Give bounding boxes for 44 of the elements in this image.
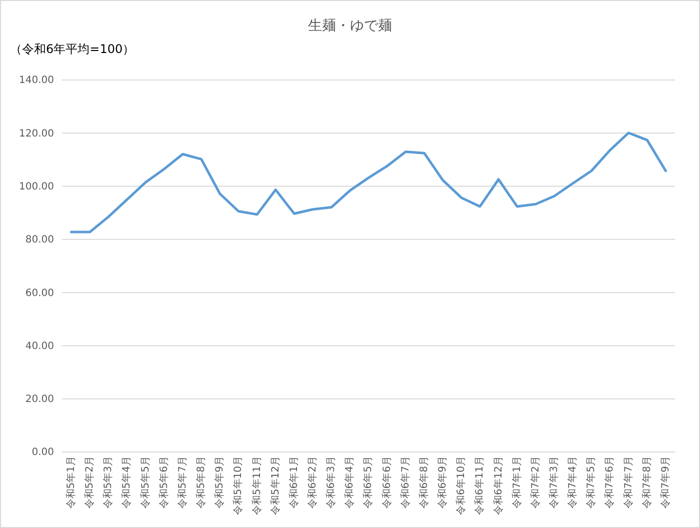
x-tick-label: 令和5年7月	[176, 456, 188, 509]
x-tick-label: 令和5年10月	[232, 456, 244, 516]
x-tick-label: 令和5年5月	[139, 456, 152, 509]
x-tick-label: 令和5年1月	[65, 456, 78, 509]
x-tick-label: 令和5年3月	[102, 456, 114, 509]
y-tick-label: 60.00	[25, 288, 54, 299]
x-tick-label: 令和6年9月	[436, 456, 449, 509]
x-tick-label: 令和5年6月	[158, 456, 170, 509]
x-tick-label: 令和7年6月	[604, 456, 616, 509]
x-tick-label: 令和7年8月	[640, 456, 653, 509]
x-tick-label: 令和6年7月	[399, 456, 412, 509]
x-tick-label: 令和7年3月	[548, 456, 560, 509]
x-tick-label: 令和6年2月	[306, 456, 319, 509]
x-tick-label: 令和7年2月	[529, 456, 542, 509]
x-tick-label: 令和6年5月	[362, 456, 374, 509]
x-tick-label: 令和6年12月	[492, 456, 504, 516]
y-tick-label: 40.00	[25, 340, 54, 352]
x-tick-label: 令和5年2月	[84, 456, 96, 509]
x-tick-label: 令和6年8月	[418, 456, 430, 509]
x-tick-label: 令和6年1月	[288, 456, 300, 509]
y-tick-label: 100.00	[19, 181, 54, 192]
x-tick-label: 令和5年11月	[250, 456, 263, 516]
y-tick-label: 80.00	[25, 234, 54, 246]
x-tick-label: 令和6年6月	[380, 456, 393, 509]
chart-subtitle: （令和6年平均=100）	[10, 42, 135, 56]
x-tick-label: 令和5年12月	[269, 456, 282, 516]
x-tick-label: 令和7年4月	[566, 456, 579, 509]
y-tick-label: 0.00	[32, 447, 54, 458]
y-tick-label: 20.00	[25, 394, 54, 406]
line-series	[70, 132, 667, 234]
x-tick-label: 令和6年10月	[455, 456, 468, 516]
x-tick-label: 令和7年9月	[659, 456, 672, 509]
x-tick-label: 令和7年7月	[622, 456, 634, 509]
x-tick-label: 令和6年3月	[325, 456, 338, 509]
y-tick-label: 140.00	[19, 75, 54, 86]
chart-title: 生麺・ゆで麺	[308, 18, 392, 34]
x-tick-label: 令和7年1月	[510, 456, 523, 509]
x-tick-label: 令和5年4月	[120, 456, 133, 509]
x-tick-label: 令和6年11月	[474, 456, 486, 516]
x-tick-label: 令和7年5月	[585, 456, 598, 509]
y-tick-label: 120.00	[19, 128, 54, 140]
x-tick-label: 令和5年9月	[214, 456, 226, 509]
x-tick-label: 令和5年8月	[195, 456, 208, 509]
x-tick-label: 令和6年4月	[344, 456, 356, 509]
